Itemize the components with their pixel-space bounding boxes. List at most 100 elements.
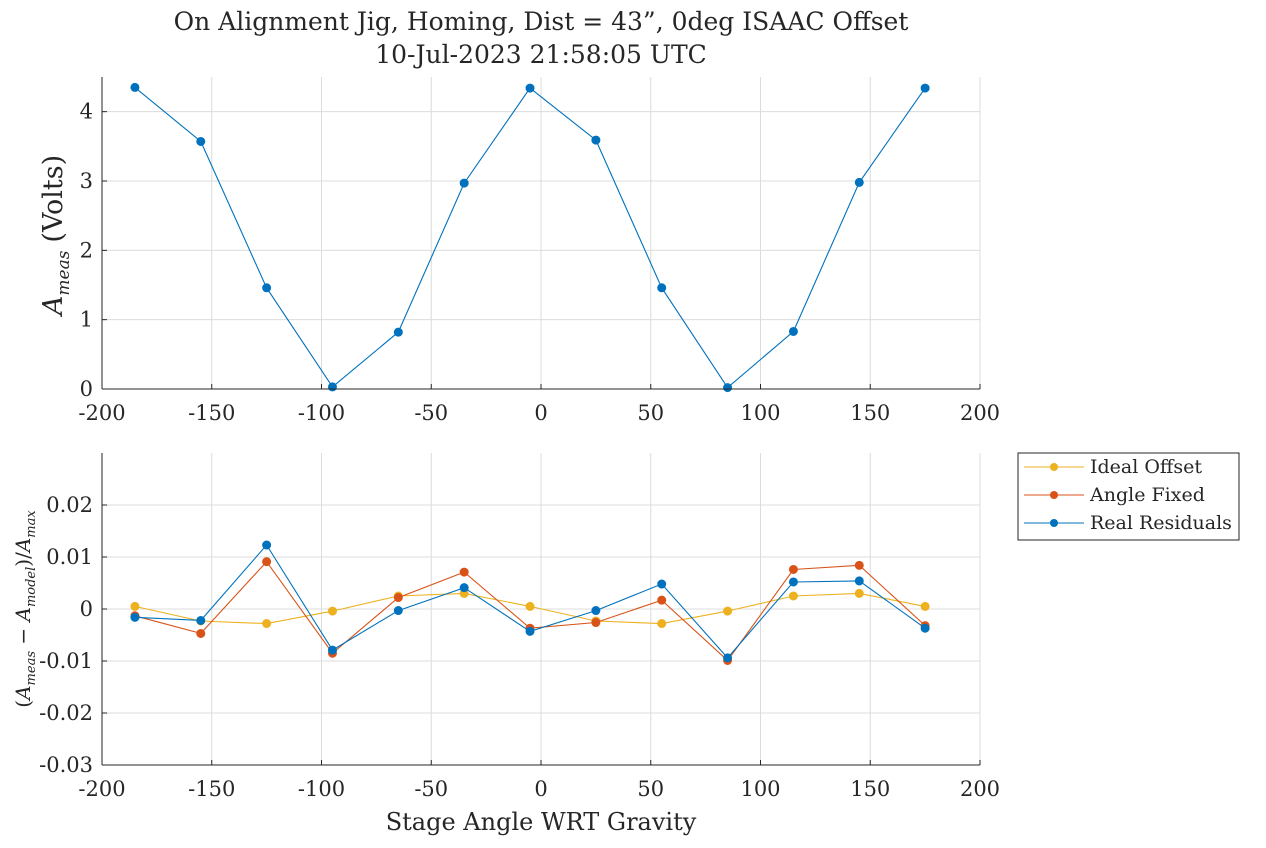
bottom-xtick-label: 100 — [740, 777, 780, 801]
bottom-ylabel: (Ameas − Amodel)/Amax — [11, 510, 39, 708]
bottom-series-0-point — [262, 619, 272, 629]
bottom-series-line-1 — [134, 560, 926, 662]
legend-marker-1 — [1050, 491, 1058, 499]
top-series-0-point — [788, 326, 798, 336]
bottom-series-0-point — [525, 601, 535, 611]
bottom-series — [130, 540, 930, 665]
legend-marker-2 — [1050, 519, 1058, 527]
bottom-series-0-point — [854, 588, 864, 598]
bottom-ytick-label: -0.03 — [39, 753, 93, 777]
bottom-series-2-point — [525, 626, 535, 636]
top-series-line-0 — [134, 86, 926, 389]
bottom-tick-labels: -200 -150 -100 -50 0 50 100 150 200 -0.03 -0.02 -0.… — [39, 493, 1000, 801]
bottom-series-2-point — [788, 577, 798, 587]
top-ytick-label: 1 — [80, 308, 93, 332]
top-series-0-point — [723, 383, 733, 393]
legend: Ideal Offset Angle Fixed Real Residuals — [1017, 452, 1240, 541]
bottom-series-0-point — [130, 601, 140, 611]
bottom-ytick-label: 0.01 — [46, 545, 93, 569]
top-xtick-label: 100 — [740, 401, 780, 425]
top-ytick-label: 3 — [80, 169, 93, 193]
bottom-series-1-point — [788, 564, 798, 574]
top-series-0-point — [657, 283, 667, 293]
bottom-series-2-point — [920, 623, 930, 633]
top-series-0-point — [591, 135, 601, 145]
bottom-series-1-point — [393, 593, 403, 603]
bottom-xtick-label: 200 — [960, 777, 1000, 801]
bottom-series-2-point — [591, 606, 601, 616]
bottom-xtick-label: 0 — [534, 777, 547, 801]
top-xtick-label: 50 — [637, 401, 664, 425]
top-series-0-point — [196, 136, 206, 146]
top-ytick-label: 2 — [80, 238, 93, 262]
top-xtick-label: -100 — [298, 401, 345, 425]
top-grid — [101, 77, 981, 390]
bottom-xtick-label: -50 — [414, 777, 448, 801]
top-xtick-label: 200 — [960, 401, 1000, 425]
bottom-ytick-label: 0.02 — [46, 493, 93, 517]
legend-label-2: Real Residuals — [1090, 512, 1232, 534]
top-ytick-label: 4 — [80, 100, 93, 124]
bottom-series-1-point — [854, 560, 864, 570]
bottom-xlabel: Stage Angle WRT Gravity — [386, 808, 697, 836]
bottom-series-2-point — [196, 615, 206, 625]
top-ylabel-sub: meas — [54, 250, 74, 295]
top-series-0-point — [459, 178, 469, 188]
top-ylabel: Ameas (Volts) — [38, 155, 74, 318]
bottom-series-line-2 — [134, 544, 926, 659]
top-series-0-point — [262, 283, 272, 293]
legend-label-1: Angle Fixed — [1089, 484, 1205, 506]
top-ylabel-unit: (Volts) — [38, 155, 69, 243]
bottom-series-2-point — [327, 645, 337, 655]
bottom-xtick-label: 150 — [850, 777, 890, 801]
bottom-axes — [101, 453, 981, 766]
bottom-series-0-point — [723, 606, 733, 616]
top-series-0-point — [393, 327, 403, 337]
bottom-ytick-label: 0 — [80, 597, 93, 621]
bottom-series-1-point — [459, 567, 469, 577]
bottom-series-0-point — [788, 591, 798, 601]
bottom-series-1-point — [196, 628, 206, 638]
bottom-series-2-point — [854, 576, 864, 586]
bottom-series-2-point — [130, 612, 140, 622]
top-series-0-point — [920, 83, 930, 93]
top-axes — [101, 77, 981, 390]
top-series-0-point — [854, 177, 864, 187]
top-xtick-label: -50 — [414, 401, 448, 425]
chart-title-line1: On Alignment Jig, Homing, Dist = 43”, 0d… — [174, 7, 909, 36]
top-xtick-label: -200 — [78, 401, 125, 425]
bottom-series-0-point — [920, 601, 930, 611]
top-xtick-label: 150 — [850, 401, 890, 425]
top-tick-labels: -200 -150 -100 -50 0 50 100 150 200 0 1 2 3 4 — [78, 100, 1000, 425]
bottom-series-1-point — [591, 618, 601, 628]
bottom-series-2-point — [723, 653, 733, 663]
top-series-0-point — [327, 382, 337, 392]
bottom-ytick-label: -0.01 — [39, 649, 93, 673]
bottom-series-2-point — [393, 606, 403, 616]
bottom-plot: -200 -150 -100 -50 0 50 100 150 200 -0.03 -0.02 -0.… — [11, 453, 1000, 836]
top-ytick-label: 0 — [80, 377, 93, 401]
bottom-ytick-label: -0.02 — [39, 701, 93, 725]
top-ylabel-main: A — [38, 296, 69, 319]
top-xtick-label: -150 — [188, 401, 235, 425]
bottom-series-1-point — [657, 595, 667, 605]
bottom-xtick-label: 50 — [637, 777, 664, 801]
chart-title-line2: 10-Jul-2023 21:58:05 UTC — [375, 40, 707, 69]
bottom-xtick-label: -150 — [188, 777, 235, 801]
bottom-series-0-point — [327, 606, 337, 616]
bottom-series-2-point — [657, 579, 667, 589]
bottom-series-1-point — [262, 557, 272, 567]
bottom-series-0-point — [657, 619, 667, 629]
top-plot: -200 -150 -100 -50 0 50 100 150 200 0 1 2 3 4 Ameas (V… — [38, 77, 1000, 425]
legend-marker-0 — [1050, 463, 1058, 471]
bottom-series-2-point — [459, 583, 469, 593]
top-series — [130, 82, 930, 393]
legend-label-0: Ideal Offset — [1090, 456, 1202, 478]
top-series-0-point — [525, 83, 535, 93]
bottom-series-2-point — [262, 540, 272, 550]
bottom-xtick-label: -200 — [78, 777, 125, 801]
bottom-xtick-label: -100 — [298, 777, 345, 801]
top-xtick-label: 0 — [534, 401, 547, 425]
top-series-0-point — [130, 82, 140, 92]
